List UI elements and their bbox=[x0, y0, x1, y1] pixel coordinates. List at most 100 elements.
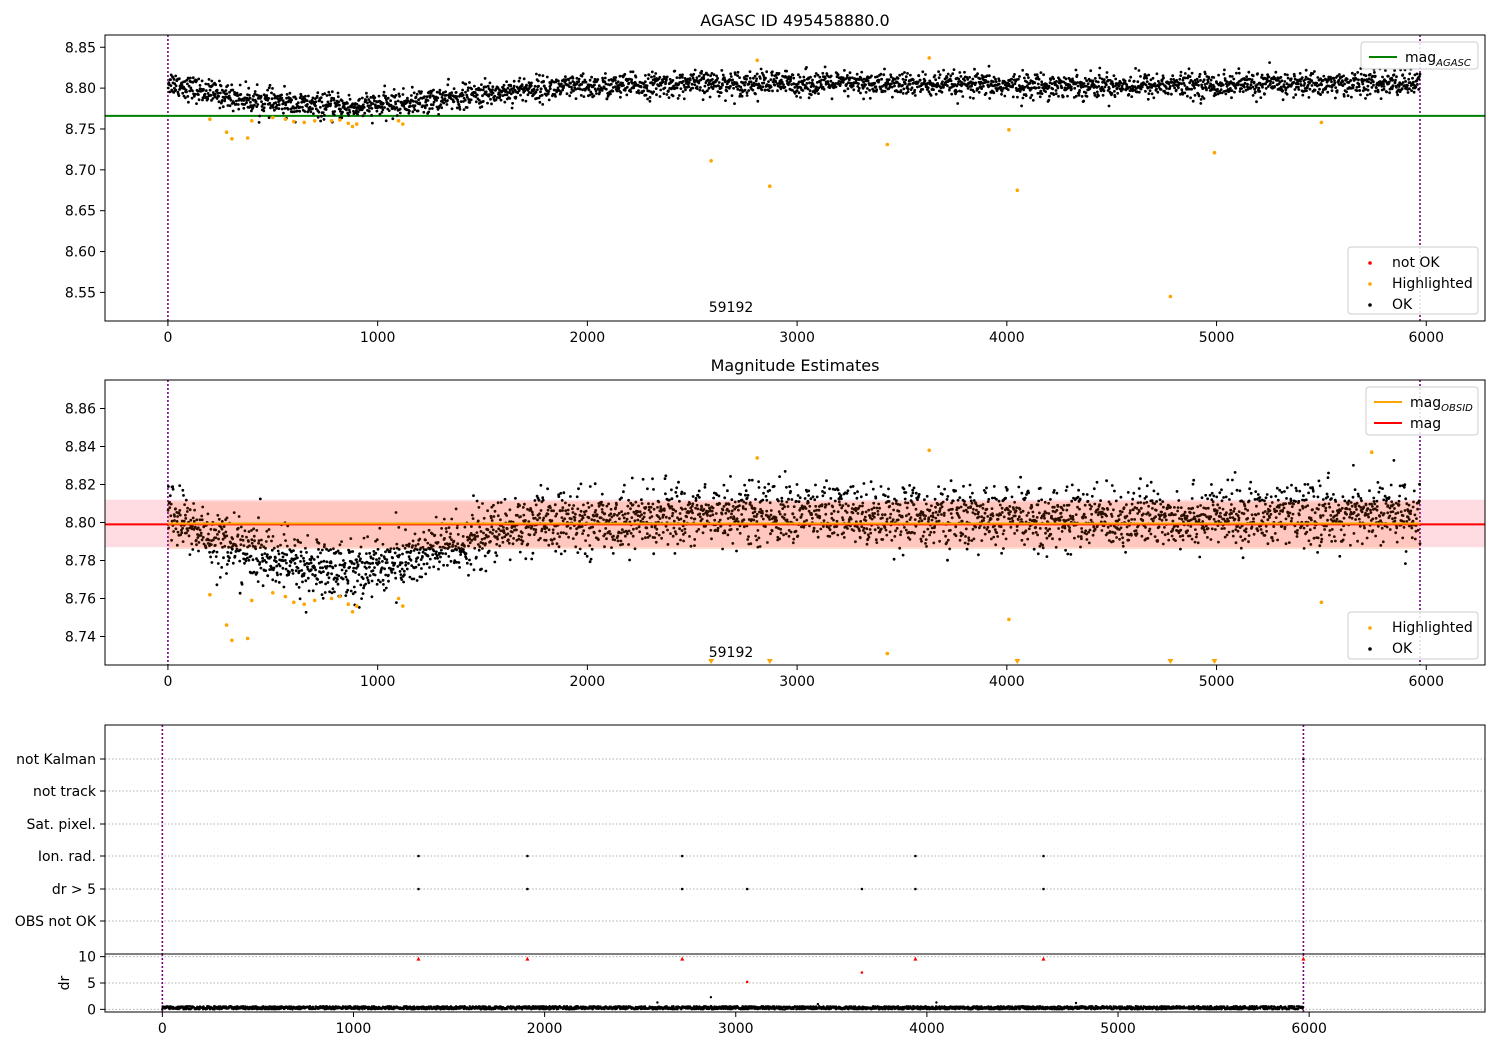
ok-point bbox=[646, 97, 649, 101]
ok-point bbox=[323, 543, 326, 547]
ok-point bbox=[1417, 88, 1421, 91]
ok-point bbox=[1034, 86, 1038, 90]
ok-point bbox=[463, 544, 466, 548]
ok-point bbox=[1408, 81, 1412, 85]
ok-point bbox=[200, 518, 204, 522]
ok-point bbox=[1263, 92, 1266, 96]
ok-point bbox=[1302, 84, 1306, 87]
ok-point bbox=[1021, 68, 1025, 72]
ok-point bbox=[966, 87, 970, 90]
ok-point bbox=[468, 558, 471, 562]
ok-point bbox=[829, 74, 833, 78]
ok-point bbox=[197, 77, 201, 81]
ok-point bbox=[436, 96, 440, 100]
ok-point bbox=[428, 566, 431, 569]
ok-point bbox=[400, 578, 404, 581]
ok-point bbox=[356, 110, 360, 114]
ok-point bbox=[581, 72, 585, 75]
ok-point bbox=[317, 541, 321, 545]
ok-point bbox=[1264, 87, 1268, 90]
ok-point bbox=[789, 75, 793, 79]
ok-point bbox=[774, 526, 778, 529]
ok-point bbox=[582, 95, 586, 98]
ok-point bbox=[521, 98, 525, 102]
ok-point bbox=[1279, 75, 1283, 79]
ok-point bbox=[735, 517, 739, 521]
ok-point bbox=[1307, 96, 1311, 99]
ok-point bbox=[877, 78, 881, 82]
ok-point bbox=[193, 525, 197, 529]
ok-point bbox=[375, 582, 379, 586]
ok-point bbox=[1355, 89, 1359, 92]
ok-point bbox=[397, 548, 401, 551]
ok-point bbox=[761, 85, 765, 89]
ok-point bbox=[612, 534, 615, 538]
ok-point bbox=[748, 478, 751, 482]
ok-point bbox=[294, 569, 298, 573]
ok-point bbox=[458, 107, 462, 111]
ok-point bbox=[252, 534, 256, 538]
ok-point bbox=[466, 86, 470, 90]
ok-point bbox=[528, 533, 532, 537]
ok-point bbox=[1168, 85, 1172, 88]
ok-point bbox=[1228, 74, 1232, 78]
ok-point bbox=[1182, 81, 1186, 85]
ok-point bbox=[665, 75, 669, 79]
ok-point bbox=[644, 74, 647, 77]
ok-point bbox=[678, 73, 682, 77]
ok-point bbox=[231, 537, 235, 541]
ok-point bbox=[319, 96, 323, 100]
ok-point bbox=[502, 529, 506, 532]
ok-point bbox=[1390, 76, 1394, 80]
ok-point bbox=[481, 547, 484, 550]
ok-point bbox=[779, 527, 783, 531]
highlighted-point bbox=[401, 122, 405, 126]
ok-point bbox=[231, 88, 235, 92]
ok-point bbox=[809, 75, 812, 79]
ok-point bbox=[307, 589, 311, 593]
ok-point bbox=[460, 91, 464, 95]
ok-point bbox=[526, 507, 529, 511]
ok-point bbox=[545, 526, 549, 530]
ok-point bbox=[424, 548, 428, 552]
ok-point bbox=[414, 544, 418, 547]
ok-point bbox=[610, 546, 613, 549]
ok-point bbox=[992, 80, 995, 84]
ok-point bbox=[841, 76, 845, 80]
ok-point bbox=[647, 508, 651, 512]
ok-point bbox=[1334, 86, 1338, 89]
ok-point bbox=[367, 581, 371, 585]
ok-point bbox=[657, 500, 661, 504]
ok-point bbox=[1293, 74, 1296, 78]
ok-point bbox=[414, 95, 418, 99]
ok-point bbox=[629, 90, 633, 93]
ok-point bbox=[1371, 74, 1375, 78]
ok-point bbox=[735, 82, 739, 86]
ok-point bbox=[359, 545, 363, 549]
ok-point bbox=[758, 84, 762, 88]
ok-point bbox=[328, 93, 332, 97]
y-tick-label: 8.80 bbox=[65, 81, 96, 97]
ok-point bbox=[338, 563, 342, 567]
legend-box bbox=[1347, 246, 1479, 315]
ok-point bbox=[739, 92, 742, 96]
ok-point bbox=[1250, 78, 1254, 82]
ok-point bbox=[1071, 79, 1075, 83]
ok-point bbox=[1212, 85, 1216, 89]
ok-point bbox=[367, 109, 371, 113]
ok-point bbox=[789, 78, 792, 81]
ok-point bbox=[1188, 81, 1192, 85]
ok-point bbox=[518, 504, 522, 507]
ok-point bbox=[226, 104, 230, 107]
ok-point bbox=[956, 102, 960, 105]
ok-point bbox=[1025, 80, 1029, 84]
ok-point bbox=[678, 512, 682, 515]
ok-point bbox=[620, 528, 624, 531]
ok-point bbox=[411, 539, 415, 543]
ok-point bbox=[1183, 91, 1187, 95]
ok-point bbox=[215, 550, 219, 554]
ok-point bbox=[474, 100, 478, 104]
ok-point bbox=[1202, 78, 1206, 82]
ok-point bbox=[330, 572, 333, 576]
ok-point bbox=[168, 506, 172, 510]
